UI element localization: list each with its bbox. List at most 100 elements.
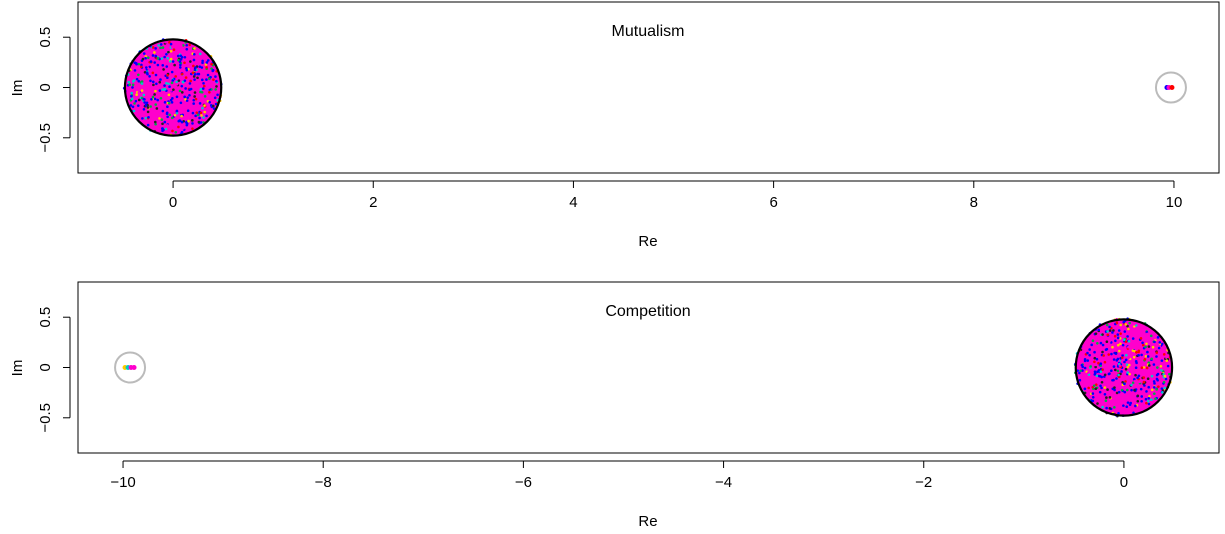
- eigenvalue-point: [1119, 332, 1122, 335]
- eigenvalue-point: [1147, 402, 1151, 406]
- eigenvalue-point: [1109, 402, 1113, 406]
- eigenvalue-point: [1141, 341, 1144, 345]
- eigenvalue-point: [1140, 395, 1144, 398]
- eigenvalue-point: [1120, 356, 1124, 359]
- eigenvalue-point: [179, 54, 183, 58]
- eigenvalue-point: [198, 65, 202, 68]
- eigenvalue-point: [151, 95, 155, 99]
- eigenvalue-point: [1086, 351, 1089, 355]
- eigenvalue-point: [179, 127, 183, 130]
- circular-law-boundary: [1074, 318, 1174, 417]
- eigenvalue-point: [1131, 349, 1135, 352]
- eigenvalue-point: [142, 52, 146, 55]
- eigenvalue-point: [192, 52, 196, 56]
- chart-title: Mutualism: [612, 23, 685, 40]
- x-tick-label: −8: [315, 474, 332, 491]
- eigenvalue-point: [1094, 363, 1097, 367]
- eigenvalue-point: [1120, 388, 1124, 392]
- eigenvalue-point: [175, 80, 178, 84]
- eigenvalue-point: [201, 78, 204, 82]
- eigenvalue-point: [151, 80, 155, 84]
- eigenvalue-point: [167, 101, 171, 105]
- eigenvalue-point: [157, 44, 160, 47]
- eigenvalue-point: [191, 127, 194, 130]
- eigenvalue-point: [1156, 336, 1160, 339]
- eigenvalue-point: [197, 72, 201, 76]
- eigenvalue-point: [1080, 363, 1084, 367]
- eigenvalue-point: [140, 110, 144, 114]
- eigenvalue-point: [165, 52, 168, 56]
- eigenvalue-point: [153, 97, 157, 101]
- eigenvalue-point: [161, 127, 164, 130]
- eigenvalue-point: [1153, 392, 1156, 395]
- eigenvalue-point: [1111, 345, 1114, 349]
- eigenvalue-point: [1112, 329, 1115, 332]
- eigenvalue-point: [1147, 385, 1151, 389]
- eigenvalue-point: [1147, 361, 1151, 365]
- eigenvalue-point: [167, 82, 170, 86]
- eigenvalue-point: [129, 104, 133, 107]
- eigenvalue-point: [1092, 384, 1096, 387]
- eigenvalue-point: [1127, 327, 1130, 331]
- eigenvalue-point: [1156, 366, 1159, 369]
- eigenvalue-point: [185, 68, 189, 72]
- eigenvalue-point: [1152, 380, 1156, 383]
- eigenvalue-point: [1106, 401, 1110, 405]
- eigenvalue-point: [1115, 377, 1118, 380]
- eigenvalue-point: [1124, 358, 1128, 362]
- eigenvalue-point: [180, 104, 184, 108]
- eigenvalue-point: [1119, 372, 1122, 376]
- eigenvalue-point: [158, 117, 161, 120]
- eigenvalue-point: [1152, 363, 1156, 366]
- eigenvalue-point: [198, 62, 201, 66]
- eigenvalue-point: [179, 58, 183, 61]
- eigenvalue-point: [1127, 339, 1131, 343]
- eigenvalue-point: [1112, 358, 1116, 361]
- eigenvalue-point: [1108, 407, 1112, 410]
- eigenvalue-point: [1151, 371, 1155, 374]
- eigenvalue-point: [1123, 330, 1127, 333]
- eigenvalue-point: [148, 65, 152, 69]
- plot-frame: [77, 1, 1220, 174]
- eigenvalue-point: [162, 68, 165, 71]
- eigenvalue-point: [199, 111, 203, 115]
- eigenvalue-point: [206, 73, 210, 77]
- eigenvalue-point: [153, 61, 156, 64]
- eigenvalue-point: [198, 116, 201, 120]
- eigenvalue-point: [1105, 396, 1108, 399]
- eigenvalue-point: [166, 115, 169, 119]
- eigenvalue-point: [1135, 351, 1138, 354]
- eigenvalue-point: [1105, 323, 1109, 327]
- eigenvalue-point: [166, 124, 169, 127]
- eigenvalue-point: [140, 63, 143, 67]
- eigenvalue-point: [189, 79, 192, 83]
- eigenvalue-point: [171, 60, 175, 63]
- eigenvalue-point: [164, 40, 167, 44]
- eigenvalue-point: [1107, 353, 1111, 356]
- x-tick-label: −2: [915, 474, 932, 491]
- eigenvalue-point: [1121, 380, 1124, 384]
- eigenvalue-point: [185, 99, 189, 102]
- eigenvalue-points: [122, 38, 223, 137]
- eigenvalue-point: [212, 107, 216, 110]
- eigenvalue-point: [1097, 361, 1100, 365]
- x-tick-label: 0: [1120, 474, 1128, 491]
- eigenvalue-point: [1142, 366, 1146, 369]
- eigenvalue-point: [180, 114, 183, 118]
- eigenvalue-point: [1106, 330, 1109, 333]
- eigenvalue-point: [147, 116, 150, 119]
- eigenvalue-point: [1083, 387, 1087, 391]
- eigenvalue-point: [160, 118, 164, 121]
- eigenvalue-point: [196, 113, 200, 117]
- circular-law-boundary: [123, 38, 223, 137]
- eigenvalue-point: [204, 63, 208, 66]
- eigenvalue-point: [175, 82, 179, 86]
- eigenvalue-point: [1099, 362, 1103, 366]
- x-tick-label: 10: [1166, 194, 1183, 211]
- eigenvalue-point: [152, 83, 155, 87]
- eigenvalue-point: [163, 55, 166, 59]
- eigenvalue-point: [182, 126, 185, 130]
- eigenvalue-point: [167, 50, 170, 54]
- eigenvalue-point: [1143, 384, 1146, 387]
- eigenvalue-point: [1096, 370, 1099, 374]
